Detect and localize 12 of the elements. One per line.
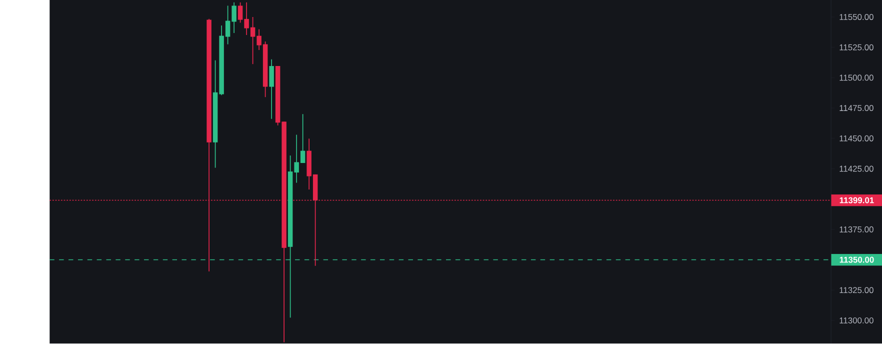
candlestick — [269, 59, 274, 120]
y-tick-label: 11550.00 — [840, 14, 874, 20]
y-tick-label: 11325.00 — [840, 287, 874, 294]
ref-line-label: 11399.01 — [840, 197, 874, 204]
y-tick-label: 11300.00 — [840, 318, 874, 324]
y-tick-label: 11425.00 — [840, 166, 874, 172]
y-tick-label: 11500.00 — [840, 74, 874, 81]
y-tick-label: 11450.00 — [840, 136, 874, 142]
y-tick-label: 11525.00 — [840, 44, 874, 51]
y-tick-label: 11475.00 — [840, 105, 874, 112]
y-tick-label: 11375.00 — [840, 226, 874, 233]
ref-line-label: 11350.00 — [840, 256, 874, 263]
